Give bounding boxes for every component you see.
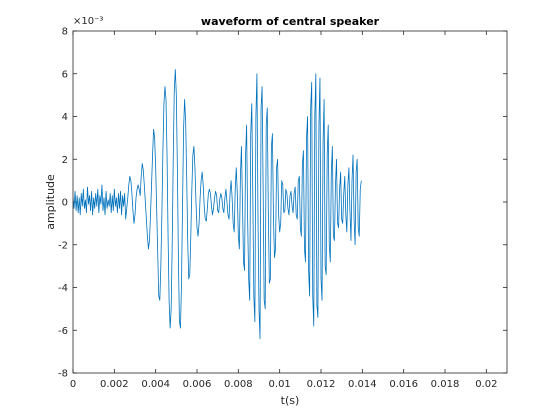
axes-box	[72, 30, 508, 374]
waveform-line	[73, 69, 362, 340]
x-axis-label: t(s)	[281, 394, 300, 407]
x-tick-label: 0.014	[348, 379, 377, 390]
series-group	[73, 69, 362, 340]
y-tick-label: 0	[62, 198, 68, 209]
y-tick-label: 6	[62, 69, 68, 80]
y-tick-label: -8	[58, 369, 68, 380]
x-tick-label: 0.008	[224, 379, 253, 390]
x-tick-label: 0	[70, 379, 76, 390]
x-tick-label: 0.012	[307, 379, 336, 390]
y-tick-label: 2	[62, 155, 68, 166]
y-tick-label: 8	[62, 27, 68, 38]
y-tick-label: 4	[62, 112, 68, 123]
y-axis: -8 -6 -4 -2 0 2 4 6 8	[58, 27, 507, 380]
x-tick-label: 0.018	[431, 379, 460, 390]
x-tick-label: 0.01	[269, 379, 291, 390]
x-tick-label: 0.006	[183, 379, 212, 390]
y-exponent-label: ×10⁻³	[73, 16, 103, 27]
y-axis-label: amplitude	[44, 174, 57, 230]
x-axis: 0 0.002 0.004 0.006 0.008 0.01 0.012 0.014 0.016…	[70, 31, 497, 390]
x-tick-label: 0.002	[100, 379, 129, 390]
y-tick-label: -4	[58, 283, 68, 294]
x-tick-label: 0.016	[389, 379, 418, 390]
y-tick-label: -2	[58, 240, 68, 251]
chart-title: waveform of central speaker	[201, 15, 380, 28]
x-tick-label: 0.02	[475, 379, 497, 390]
x-tick-label: 0.004	[141, 379, 170, 390]
y-tick-label: -6	[58, 326, 68, 337]
